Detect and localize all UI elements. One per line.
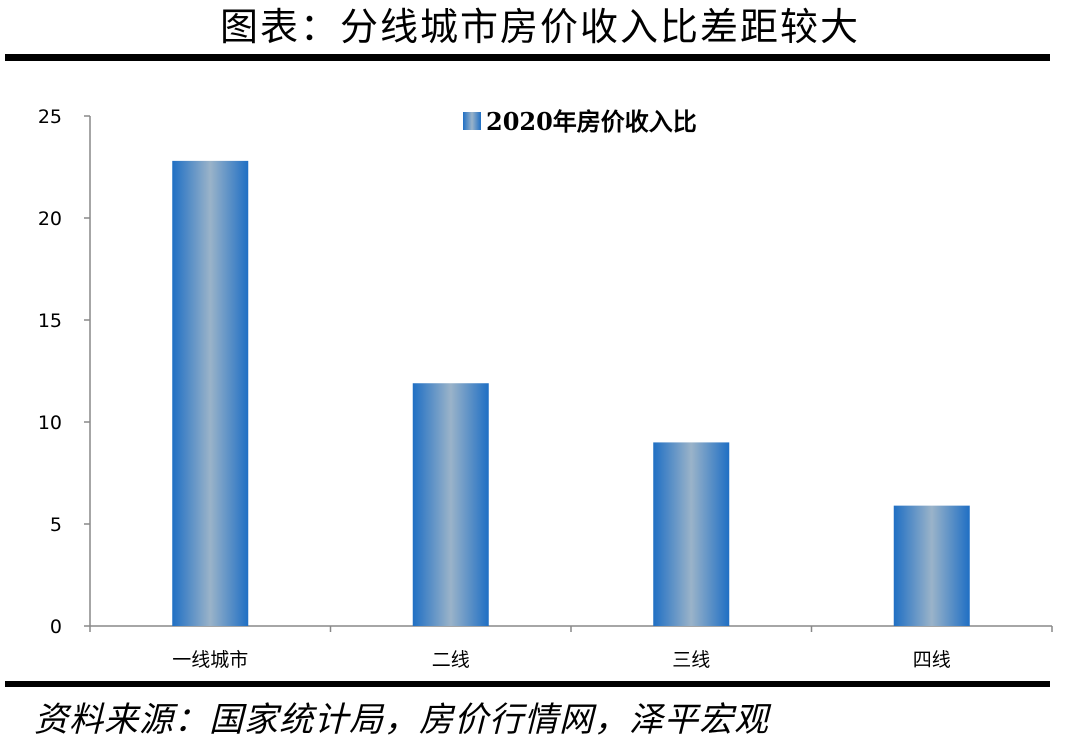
bar-1 [172, 160, 249, 626]
y-tick-label: 20 [38, 208, 62, 230]
x-tick-label: 二线 [432, 649, 470, 671]
legend-swatch [463, 112, 481, 130]
x-tick-label: 四线 [913, 649, 951, 671]
bar-chart: 0 5 10 15 20 25 一线城市 二线 三线 四线 2020年房价收入比 [38, 106, 1053, 671]
bar-4 [893, 505, 970, 626]
source-note: 资料来源：国家统计局，房价行情网，泽平宏观 [34, 700, 769, 740]
bar-2 [412, 383, 489, 626]
top-rule [5, 54, 1050, 61]
bottom-rule [5, 681, 1050, 687]
bar-3 [653, 442, 730, 626]
y-tick-label: 25 [38, 106, 62, 128]
y-tick-label: 10 [38, 412, 62, 434]
x-tick-label: 三线 [672, 649, 710, 671]
y-tick-label: 5 [50, 514, 62, 536]
x-tick-label: 一线城市 [172, 649, 248, 671]
y-tick-label: 15 [38, 310, 62, 332]
y-tick-label: 0 [50, 616, 62, 638]
legend-label: 2020年房价收入比 [486, 107, 697, 136]
chart-title: 图表：分线城市房价收入比差距较大 [219, 5, 860, 49]
